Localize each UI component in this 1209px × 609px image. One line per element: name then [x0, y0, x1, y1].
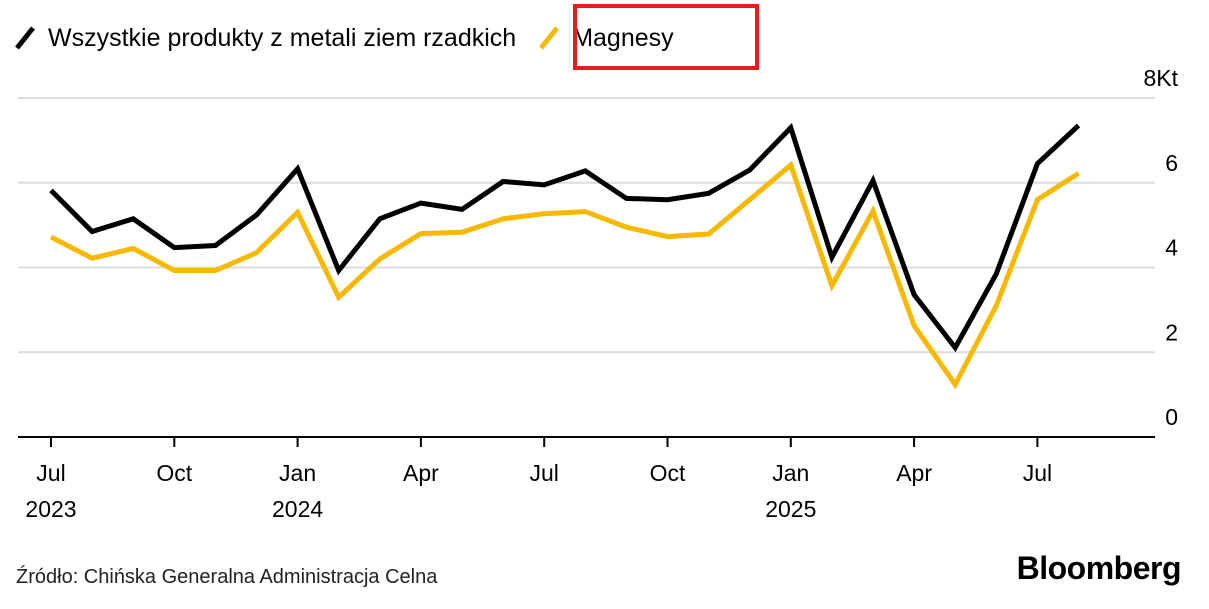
x-tick-label: Jan [772, 460, 809, 486]
x-tick-year-label: 2024 [272, 496, 323, 522]
x-tick-label: Jul [1023, 460, 1052, 486]
y-tick-label: 8Kt [1143, 65, 1178, 91]
series-line-all-products [49, 122, 1081, 353]
series-line-magnets [49, 160, 1080, 390]
y-tick-label: 4 [1165, 235, 1178, 261]
x-tick-label: Jul [36, 460, 65, 486]
legend-label-all-products: Wszystkie produkty z metali ziem rzadkic… [48, 23, 517, 52]
legend: Wszystkie produkty z metali ziem rzadkic… [14, 18, 674, 58]
x-tick-label: Apr [403, 460, 439, 486]
y-tick-label: 2 [1165, 319, 1178, 345]
legend-label-magnets: Magnesy [572, 23, 674, 52]
legend-swatch-black-icon [15, 26, 35, 50]
y-tick-labels: 8Kt 6 4 2 0 [1143, 65, 1178, 430]
y-tick-label: 6 [1165, 150, 1178, 176]
highlight-box [573, 4, 759, 70]
x-tick-label: Oct [650, 460, 686, 486]
x-tick-year-label: 2023 [25, 496, 76, 522]
x-tick-label: Jan [279, 460, 316, 486]
x-tick-label: Apr [896, 460, 932, 486]
legend-swatch-yellow-icon [539, 26, 560, 50]
legend-item-magnets: Magnesy [538, 23, 674, 53]
x-tick-labels: Jul 2023 Oct Jan 2024 Apr Jul Oct Jan 2025 Apr Jul [25, 460, 1052, 522]
brand-logo: Bloomberg [1016, 550, 1182, 586]
gridlines [18, 97, 1155, 354]
y-tick-label: 0 [1165, 404, 1178, 430]
legend-item-all-products: Wszystkie produkty z metali ziem rzadkic… [14, 24, 516, 53]
x-tick-year-label: 2025 [765, 496, 816, 522]
x-tick-label: Oct [156, 460, 192, 486]
x-axis [18, 436, 1155, 447]
x-tick-label: Jul [529, 460, 558, 486]
source-note: Źródło: Chińska Generalna Administracja … [16, 566, 438, 588]
series-lines [49, 122, 1081, 390]
